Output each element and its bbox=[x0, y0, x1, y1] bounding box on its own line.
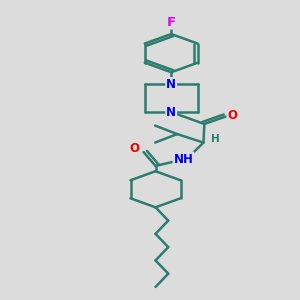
Text: N: N bbox=[166, 106, 176, 118]
Text: H: H bbox=[211, 134, 220, 144]
Text: O: O bbox=[228, 109, 238, 122]
Text: F: F bbox=[167, 16, 176, 28]
Text: O: O bbox=[129, 142, 139, 155]
Text: N: N bbox=[166, 78, 176, 91]
Text: NH: NH bbox=[174, 152, 194, 166]
